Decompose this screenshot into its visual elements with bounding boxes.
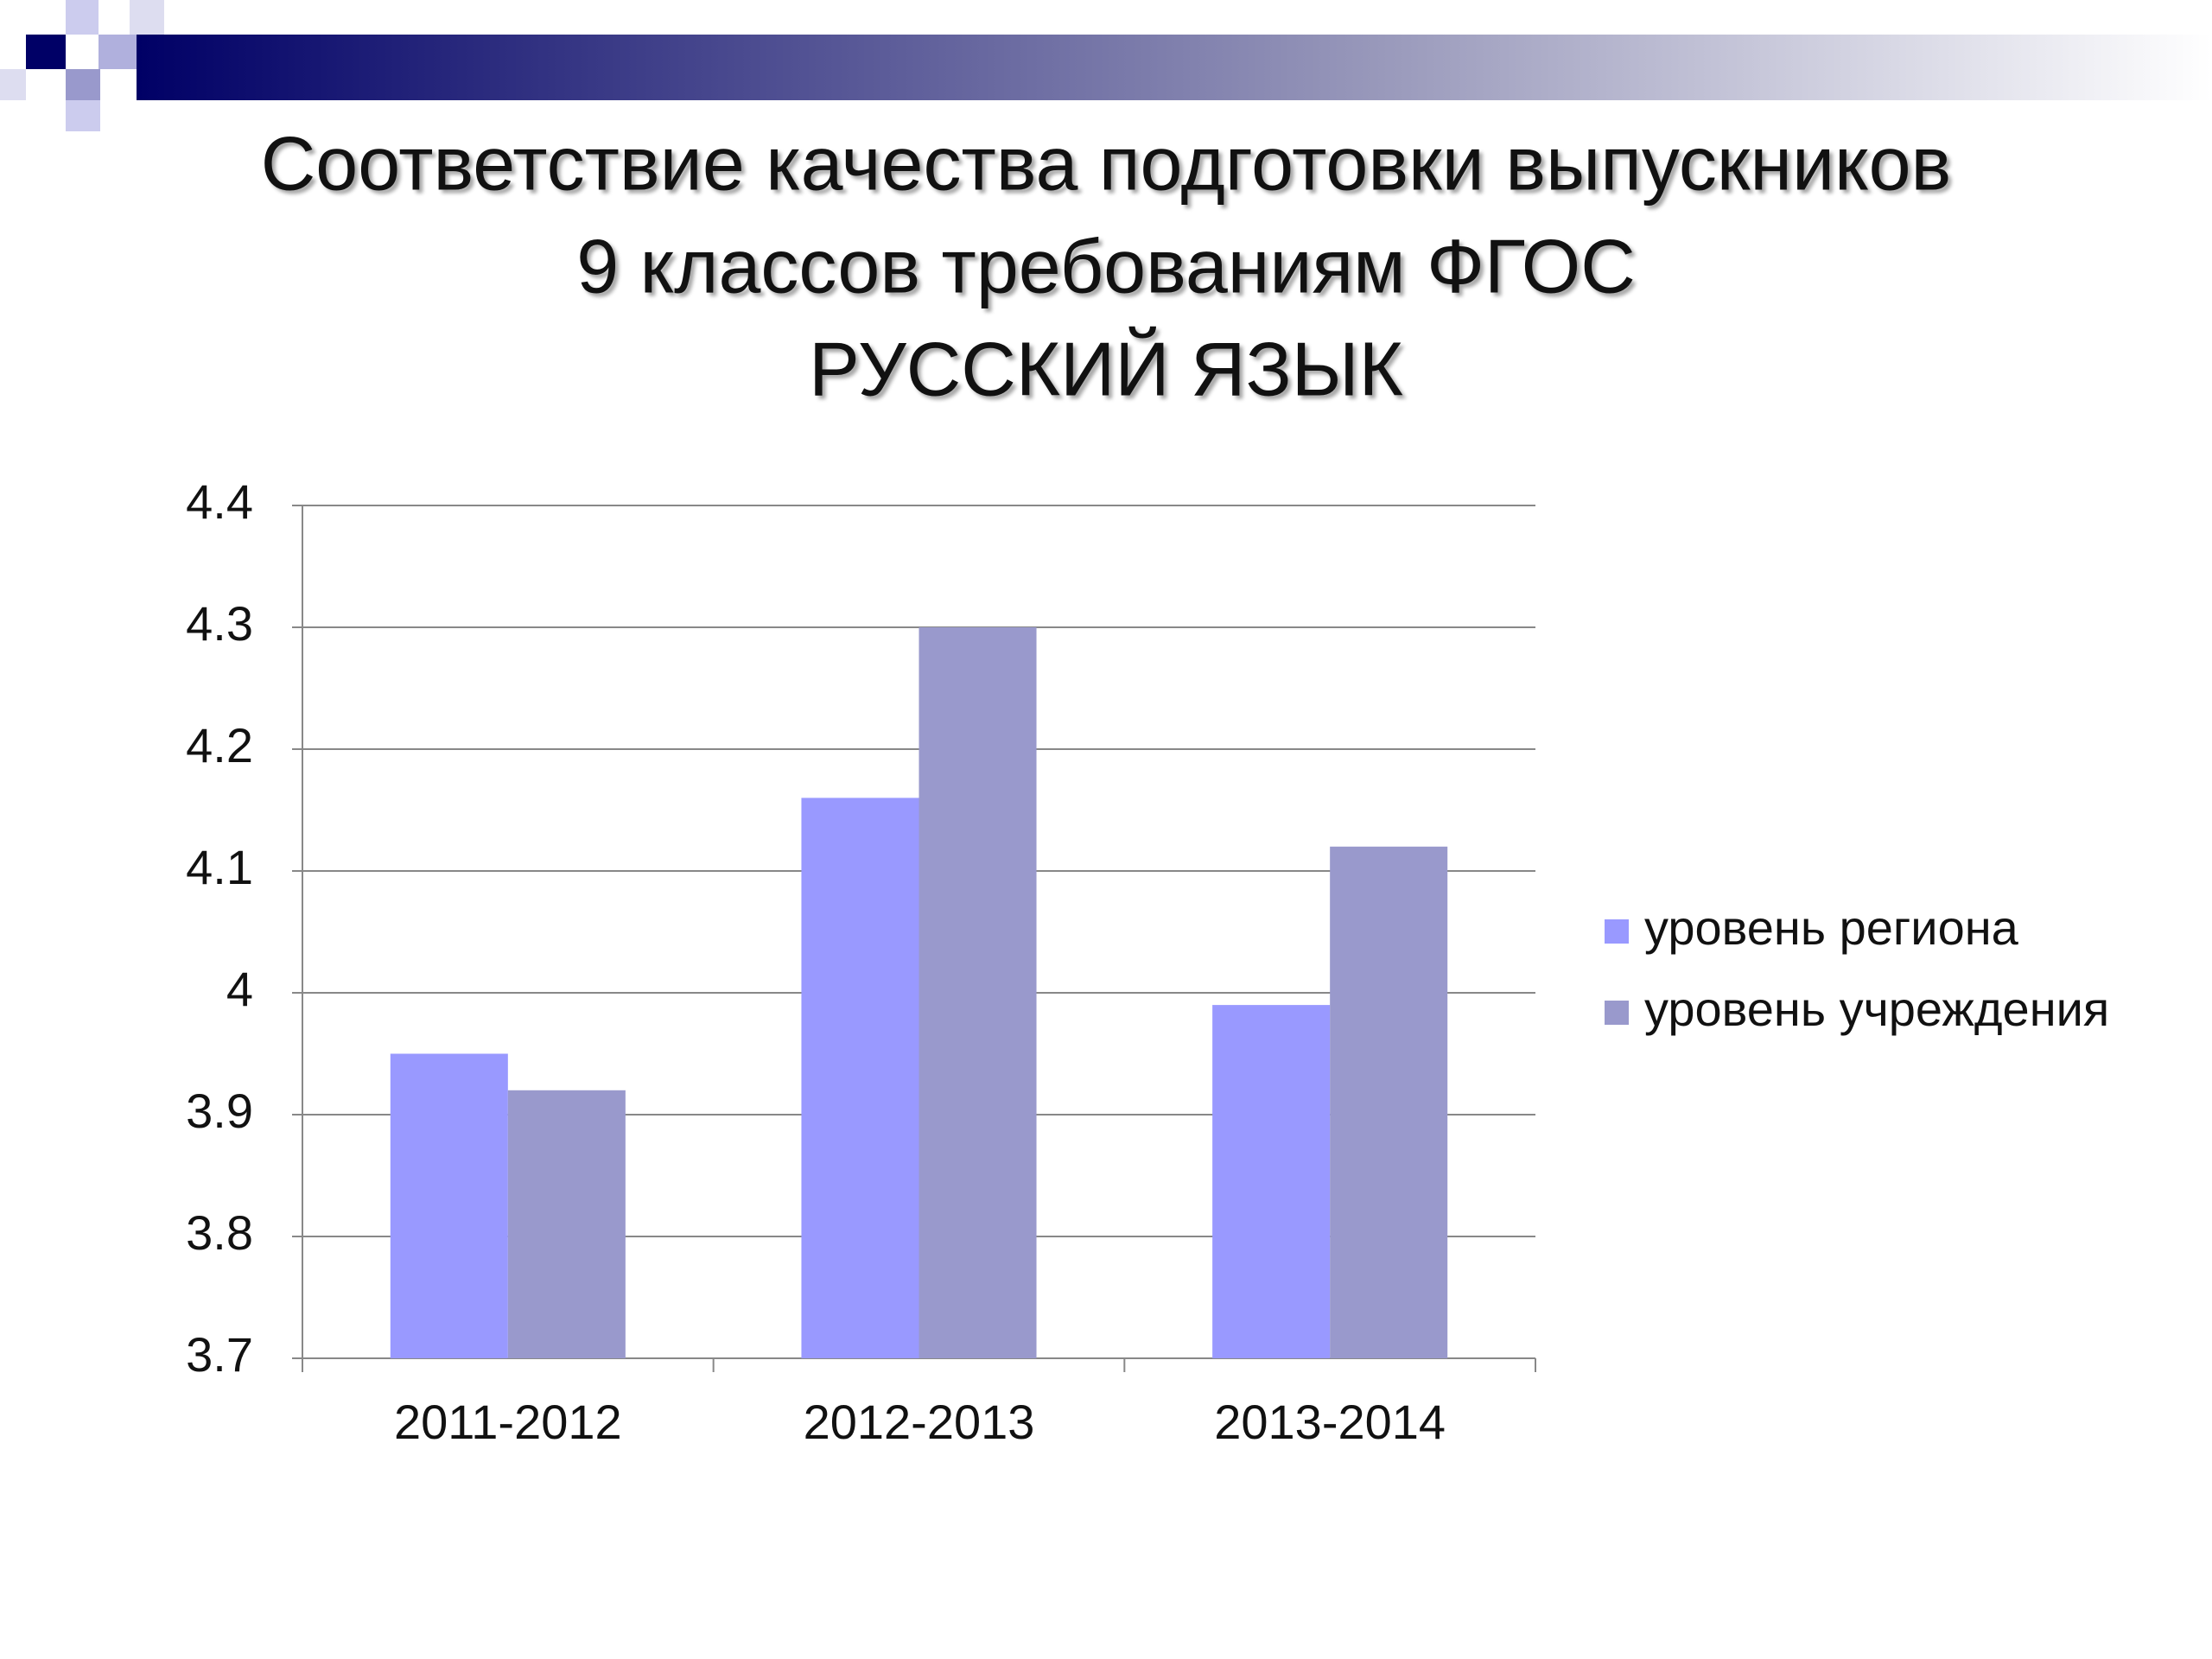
bar [918,627,1037,1358]
y-tick-label: 4.1 [186,840,253,894]
y-tick-label: 4.4 [186,474,253,529]
y-tick-label: 3.9 [186,1084,253,1138]
chart-title: 9 классов требованиям ФГОС [576,223,1636,308]
legend-swatch [1605,1001,1629,1025]
y-tick-label: 4 [226,962,253,1016]
bar [801,798,919,1358]
legend-label: уровень учреждения [1644,982,2109,1036]
bar [1330,846,1448,1358]
y-tick-label: 4.3 [186,596,253,651]
decoration [0,0,2212,131]
bar [1212,1005,1331,1358]
chart-title: РУССКИЙ ЯЗЫК [809,326,1403,411]
y-tick-label: 3.8 [186,1205,253,1260]
legend-swatch [1605,919,1629,944]
x-tick-label: 2012-2013 [804,1395,1035,1449]
y-tick-label: 4.2 [186,718,253,772]
x-tick-label: 2011-2012 [394,1395,622,1449]
y-tick-label: 3.7 [186,1327,253,1382]
bar [507,1090,626,1358]
legend-label: уровень региона [1644,900,2019,955]
x-tick-label: 2013-2014 [1214,1395,1446,1449]
bar [390,1053,508,1358]
chart-title: Соответствие качества подготовки выпускн… [261,120,1952,206]
